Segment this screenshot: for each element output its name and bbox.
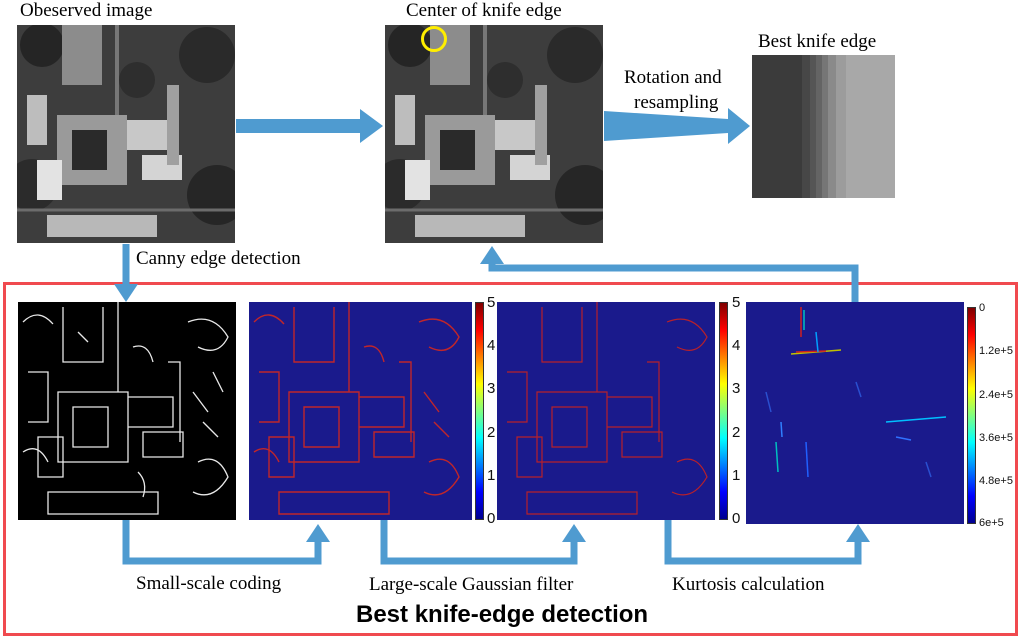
colorbar-1-tick: 3 [487,380,496,397]
canny-edge-map [18,302,236,520]
colorbar-3-tick: 2.4e+5 [979,389,1013,401]
small-scale-label: Small-scale coding [136,573,282,594]
detection-title: Best knife-edge detection [356,601,649,628]
best-knife-edge-image [752,55,895,198]
rotation-label-line1: Rotation and [624,67,722,88]
colorbar-2-tick: 4 [732,337,741,354]
colorbar-1-tick: 0 [487,510,496,527]
arrow-large-scale [562,524,586,542]
colorbar-3-tick: 3.6e+5 [979,432,1013,444]
colorbar-1-tick: 4 [487,337,496,354]
colorbar-1-tick: 2 [487,424,496,441]
kurtosis-features [765,307,947,478]
colorbar-3-tick: 1.2e+5 [979,345,1013,357]
canny-edges [22,302,229,515]
arrow-kurtosis [846,524,870,542]
large-scale-edges [507,302,708,515]
kurtosis-label: Kurtosis calculation [672,574,825,595]
center-aerial-photo [385,25,603,243]
colorbar-2-tick: 2 [732,424,741,441]
observed-aerial-photo [17,25,235,243]
colorbar-3-tick: 6e+5 [979,517,1004,529]
arrow-center-to-best [604,108,750,144]
colorbar-2-tick: 0 [732,510,741,527]
colorbar-2-tick: 5 [732,294,741,311]
rotation-label-line2: resampling [634,92,719,113]
colorbar-1-tick: 1 [487,467,496,484]
colorbar-3-tick: 0 [979,302,986,314]
colorbar-3 [967,307,976,524]
center-knife-edge-image [385,25,603,243]
best-knife-edge-label: Best knife edge [758,31,877,52]
colorbar-2-tick: 3 [732,380,741,397]
observed-image [17,25,235,243]
large-scale-map [497,302,715,520]
colorbar-2-tick: 1 [732,467,741,484]
arrow-small-scale [306,524,330,542]
center-knife-edge-label: Center of knife edge [406,0,562,21]
canny-edge-label: Canny edge detection [136,248,301,269]
small-scale-map [249,302,472,520]
arrow-observed-to-center [236,109,383,143]
observed-image-label: Obeserved image [20,0,153,21]
colorbar-1-tick: 5 [487,294,496,311]
arrow-feedback-up [480,246,504,264]
arrow-canny-down [114,284,138,302]
small-scale-edges [253,302,460,515]
detection-frame [3,282,1018,636]
large-scale-label: Large-scale Gaussian filter [369,574,574,595]
colorbar-2 [719,302,728,520]
colorbar-1 [475,302,484,520]
colorbar-3-tick: 4.8e+5 [979,475,1013,487]
kurtosis-map [746,302,964,524]
knife-edge-center-marker [421,26,447,52]
